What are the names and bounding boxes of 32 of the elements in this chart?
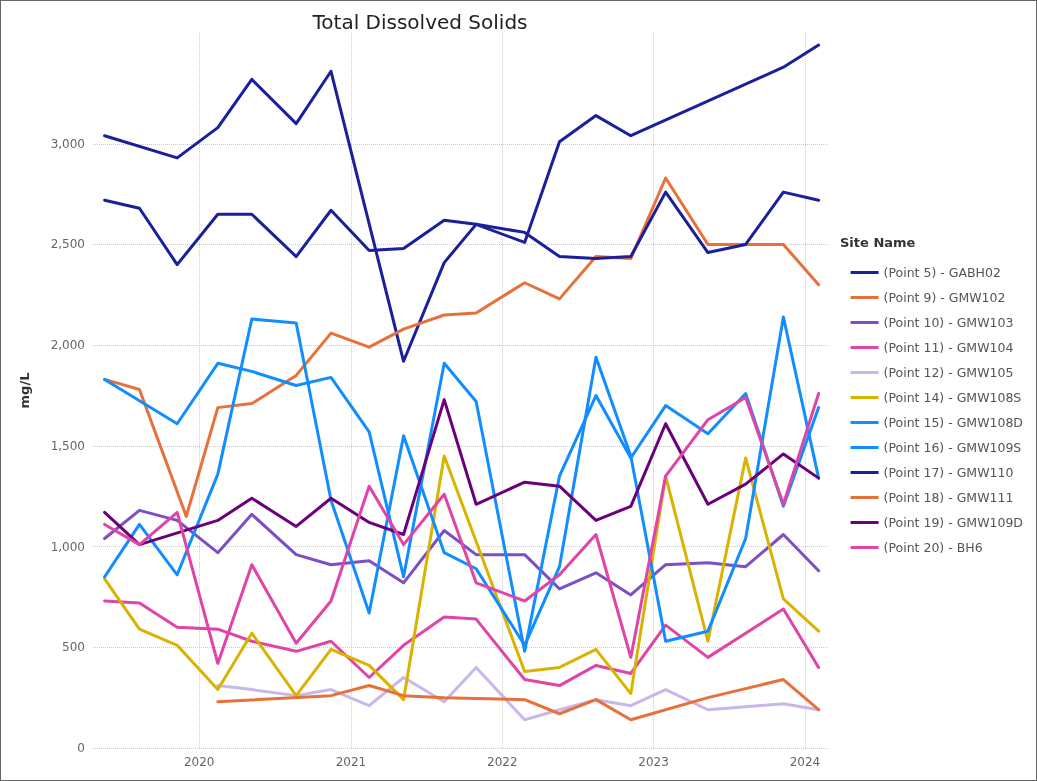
legend-label: (Point 14) - GMW108S: [883, 390, 1022, 405]
y-tick-label: 0: [77, 741, 85, 755]
legend-label: (Point 19) - GMW109D: [883, 515, 1024, 530]
x-tick-label: 2020: [183, 755, 215, 769]
legend-label: (Point 18) - GMW111: [883, 490, 1014, 505]
legend-label: (Point 17) - GMW110: [883, 465, 1014, 480]
x-tick-label: 2022: [486, 755, 518, 769]
line-series: [103, 43, 821, 363]
legend-label: (Point 10) - GMW103: [883, 315, 1014, 330]
legend-label: (Point 9) - GMW102: [883, 290, 1006, 305]
line-series: [103, 454, 821, 702]
chart-title: Total Dissolved Solids: [311, 10, 528, 34]
line-series: [103, 398, 821, 547]
legend-label: (Point 15) - GMW108D: [883, 415, 1024, 430]
y-axis-title: mg/L: [17, 372, 32, 409]
y-tick-label: 1,000: [50, 539, 85, 554]
legend-label: (Point 5) - GABH02: [883, 265, 1001, 280]
legend-label: (Point 16) - GMW109S: [883, 440, 1022, 455]
line-series: [216, 678, 821, 722]
x-tick-label: 2023: [638, 755, 669, 769]
y-tick-label: 500: [62, 640, 85, 655]
y-tick-label: 1,500: [50, 438, 85, 453]
y-tick-label: 3,000: [50, 136, 85, 151]
legend-label: (Point 11) - GMW104: [883, 340, 1014, 355]
line-series: [103, 176, 821, 518]
legend-title: Site Name: [840, 235, 916, 250]
legend-label: (Point 20) - BH6: [883, 540, 983, 555]
y-tick-label: 2,500: [50, 237, 85, 252]
legend-label: (Point 12) - GMW105: [883, 365, 1014, 380]
x-tick-label: 2021: [335, 755, 367, 769]
x-tick-label: 2024: [789, 755, 821, 769]
y-tick-label: 2,000: [50, 338, 85, 353]
